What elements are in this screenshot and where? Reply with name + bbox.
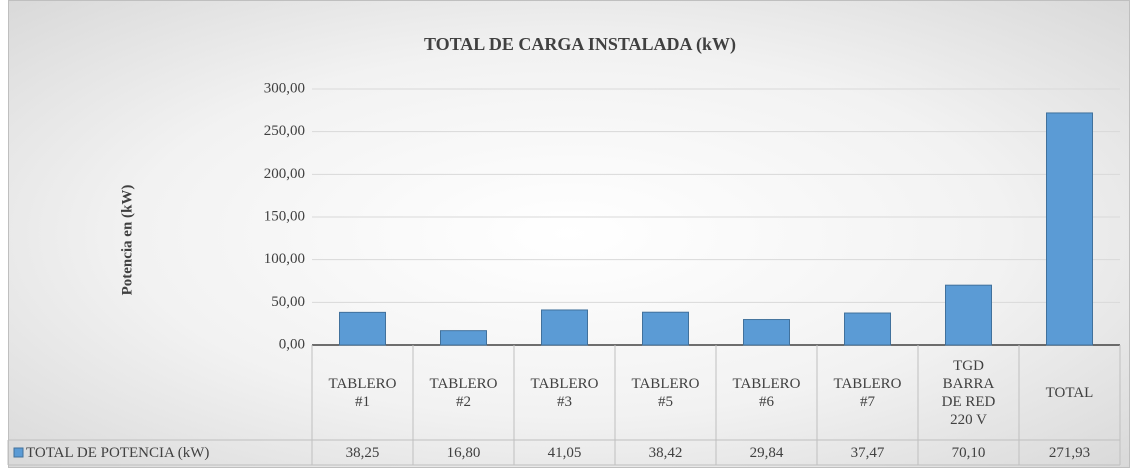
data-label: 271,93 [1048,444,1091,461]
x-tick-label: TABLERO #6 [732,375,801,410]
data-label: 70,10 [951,444,986,461]
data-label: 38,42 [648,444,683,461]
bar [945,284,992,346]
bar [844,312,891,346]
y-tick-label: 100,00 [264,251,305,267]
bar [541,309,588,346]
y-tick-label: 300,00 [264,80,305,96]
x-tick-label: TGD BARRA DE RED 220 V [941,357,996,428]
bar [743,319,790,346]
data-label: 41,05 [547,444,582,461]
y-tick-label: 150,00 [264,208,305,224]
data-label: 29,84 [749,444,784,461]
y-tick-label: 50,00 [271,294,305,310]
y-tick-label: 200,00 [264,166,305,182]
x-tick-label: TABLERO #2 [429,375,498,410]
x-tick-label: TOTAL [1045,384,1094,401]
y-tick-label: 0,00 [279,336,305,352]
x-tick-label: TABLERO #1 [328,375,397,410]
chart-area [8,0,1130,468]
x-tick-label: TABLERO #3 [530,375,599,410]
y-tick-label: 250,00 [264,123,305,139]
bar [642,311,689,346]
chart-title: TOTAL DE CARGA INSTALADA (kW) [424,34,736,55]
x-tick-label: TABLERO #5 [631,375,700,410]
bar [440,330,487,346]
data-label: 16,80 [446,444,481,461]
legend-label: TOTAL DE POTENCIA (kW) [26,444,210,461]
legend-marker [13,447,24,458]
data-label: 37,47 [850,444,885,461]
data-label: 38,25 [345,444,380,461]
y-axis-title: Potencia en (kW) [119,185,135,296]
bar [339,311,386,346]
bar [1046,112,1093,346]
x-tick-label: TABLERO #7 [833,375,902,410]
